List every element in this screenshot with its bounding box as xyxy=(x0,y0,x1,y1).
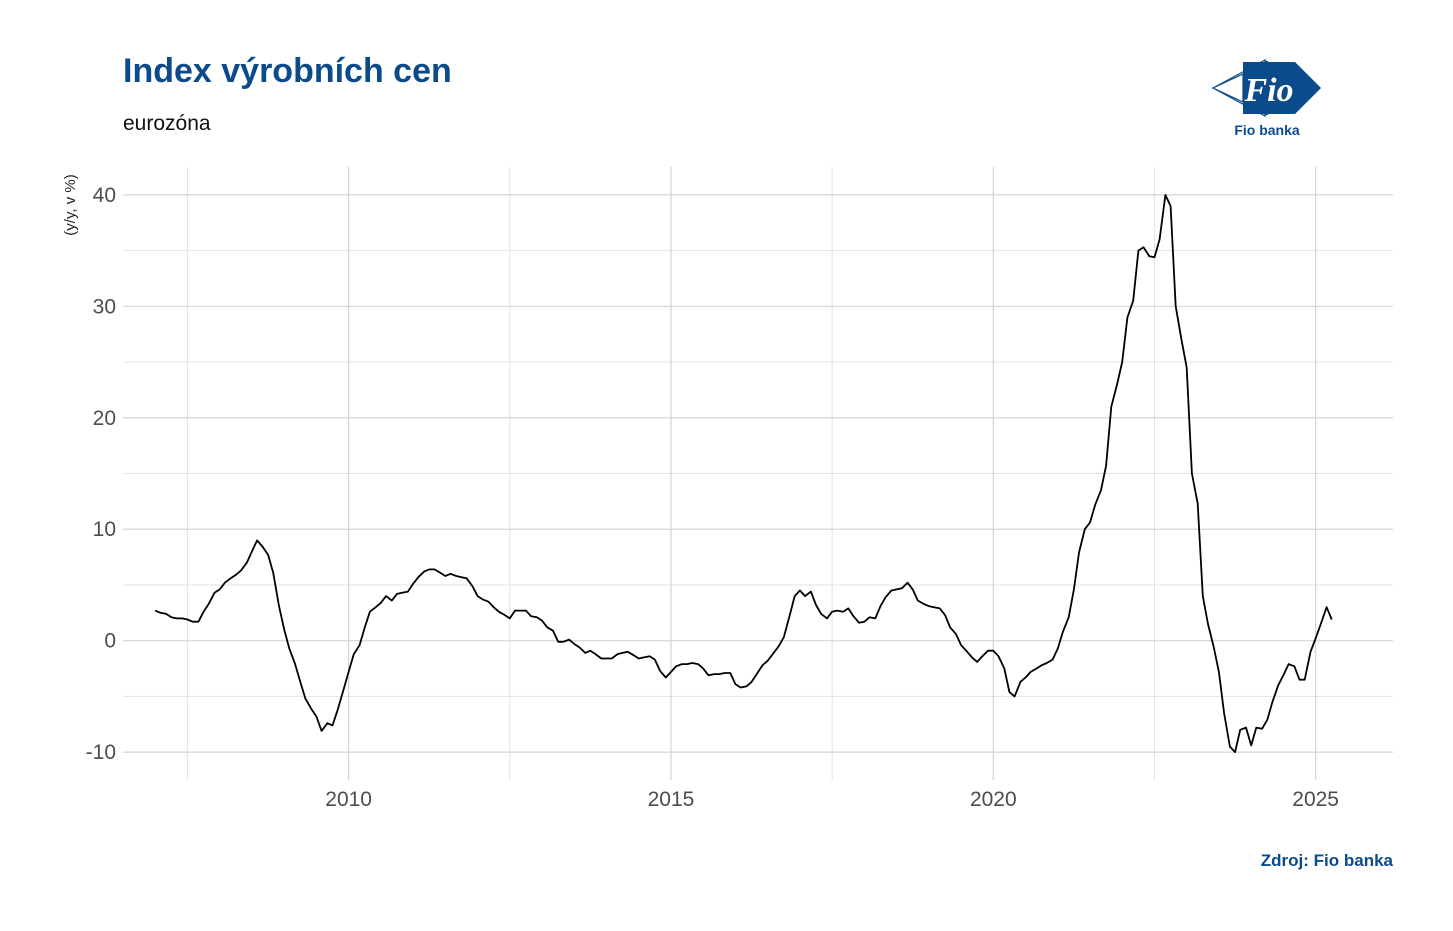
x-axis-tick-labels: 2010 2015 2020 2025 xyxy=(325,788,1339,811)
minor-gridlines xyxy=(123,167,1393,780)
y-tick-label: 40 xyxy=(93,184,116,207)
fio-logo-icon: Fio Fio banka xyxy=(1211,58,1321,138)
logo-caption: Fio banka xyxy=(1234,122,1300,138)
y-tick-label: -10 xyxy=(86,741,116,764)
chart-title: Index výrobních cen xyxy=(123,52,452,90)
source-note: Zdroj: Fio banka xyxy=(1260,851,1393,870)
y-axis-label: (y/y, v %) xyxy=(62,174,79,235)
y-tick-label: 10 xyxy=(93,518,116,541)
fio-banka-logo: Fio Fio banka xyxy=(1211,58,1323,140)
y-tick-label: 20 xyxy=(93,407,116,430)
y-tick-label: 30 xyxy=(93,295,116,318)
x-tick-label: 2025 xyxy=(1292,788,1339,811)
chart-subtitle: eurozóna xyxy=(123,112,211,135)
x-tick-label: 2015 xyxy=(648,788,695,811)
x-tick-label: 2020 xyxy=(970,788,1017,811)
logo-wordmark: Fio xyxy=(1243,72,1293,109)
major-gridlines xyxy=(123,167,1393,780)
x-tick-label: 2010 xyxy=(325,788,372,811)
y-tick-label: 0 xyxy=(104,630,116,653)
y-axis-tick-labels: -10 0 10 20 30 40 xyxy=(86,184,116,764)
series-line xyxy=(154,194,1333,753)
